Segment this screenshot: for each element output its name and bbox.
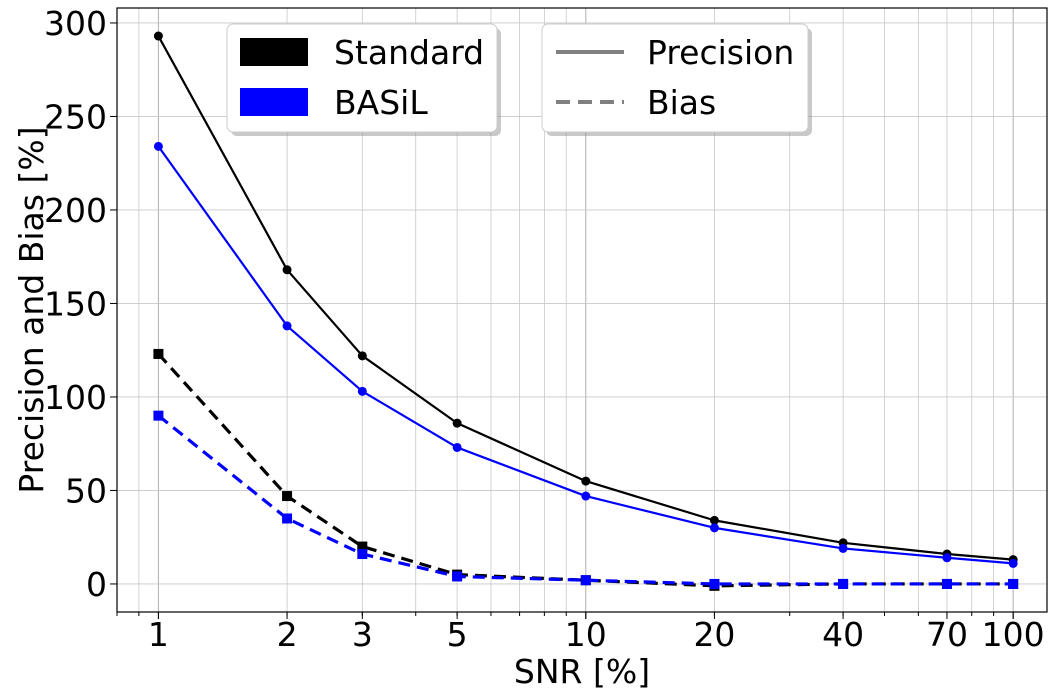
y-tick-label: 50 bbox=[65, 471, 107, 510]
data-point-basil-bias bbox=[709, 578, 720, 589]
x-tick-label: 1 bbox=[148, 615, 169, 654]
data-point-basil-bias bbox=[153, 410, 164, 421]
data-point-standard-precision bbox=[153, 31, 163, 41]
data-point-basil-bias bbox=[282, 513, 293, 524]
data-point-standard-bias bbox=[153, 348, 164, 359]
legend-label-precision: Precision bbox=[647, 33, 794, 72]
y-axis-ticks: 0 50 100 150 200 250 300 bbox=[44, 4, 117, 604]
data-point-standard-precision bbox=[282, 265, 292, 275]
legend-label-basil: BASiL bbox=[334, 83, 428, 122]
data-point-basil-precision bbox=[1008, 558, 1018, 568]
legend-swatch-basil bbox=[240, 88, 308, 116]
data-point-basil-bias bbox=[838, 578, 849, 589]
legend-methods: Standard BASiL bbox=[226, 23, 501, 136]
legend-label-standard: Standard bbox=[334, 33, 484, 72]
data-point-basil-precision bbox=[838, 543, 848, 553]
data-point-basil-precision bbox=[357, 386, 367, 396]
plot-frame bbox=[116, 7, 1048, 613]
data-point-basil-bias bbox=[452, 571, 463, 582]
x-tick-label: 20 bbox=[693, 615, 735, 654]
x-tick-label: 3 bbox=[352, 615, 373, 654]
data-point-basil-bias bbox=[357, 549, 368, 560]
data-point-standard-precision bbox=[452, 418, 462, 428]
legend-swatch-standard bbox=[240, 38, 308, 66]
x-tick-label: 40 bbox=[822, 615, 864, 654]
y-tick-label: 100 bbox=[44, 378, 107, 417]
data-point-standard-bias bbox=[357, 541, 368, 552]
data-point-basil-precision bbox=[282, 321, 292, 331]
legend-metrics: Precision Bias bbox=[541, 23, 812, 136]
data-point-basil-bias bbox=[580, 575, 591, 586]
x-tick-label: 2 bbox=[277, 615, 298, 654]
data-point-standard-precision bbox=[709, 515, 719, 525]
y-tick-label: 150 bbox=[44, 284, 107, 323]
legend-label-bias: Bias bbox=[647, 83, 716, 122]
data-point-standard-precision bbox=[581, 476, 591, 486]
data-point-basil-precision bbox=[709, 523, 719, 533]
series-line-basil-bias bbox=[157, 414, 1014, 586]
data-point-standard-precision bbox=[357, 351, 367, 361]
y-tick-label: 0 bbox=[86, 565, 107, 604]
data-point-basil-bias bbox=[941, 578, 952, 589]
series-layer bbox=[153, 31, 1019, 591]
x-axis-ticks: 1 2 3 5 10 20 40 70 100 bbox=[116, 612, 1045, 654]
data-point-basil-precision bbox=[942, 553, 952, 563]
y-tick-label: 300 bbox=[44, 4, 107, 43]
y-tick-label: 250 bbox=[44, 97, 107, 136]
x-tick-label: 70 bbox=[926, 615, 968, 654]
x-axis-label: SNR [%] bbox=[514, 652, 650, 691]
data-point-basil-bias bbox=[1008, 578, 1019, 589]
x-tick-label: 10 bbox=[565, 615, 607, 654]
x-tick-label: 100 bbox=[982, 615, 1045, 654]
y-tick-label: 200 bbox=[44, 191, 107, 230]
x-tick-label: 5 bbox=[447, 615, 468, 654]
y-axis-label: Precision and Bias [%] bbox=[12, 126, 51, 493]
data-point-standard-bias bbox=[282, 491, 293, 502]
data-point-basil-precision bbox=[153, 141, 163, 151]
data-point-basil-precision bbox=[452, 442, 462, 452]
data-point-basil-precision bbox=[581, 491, 591, 501]
